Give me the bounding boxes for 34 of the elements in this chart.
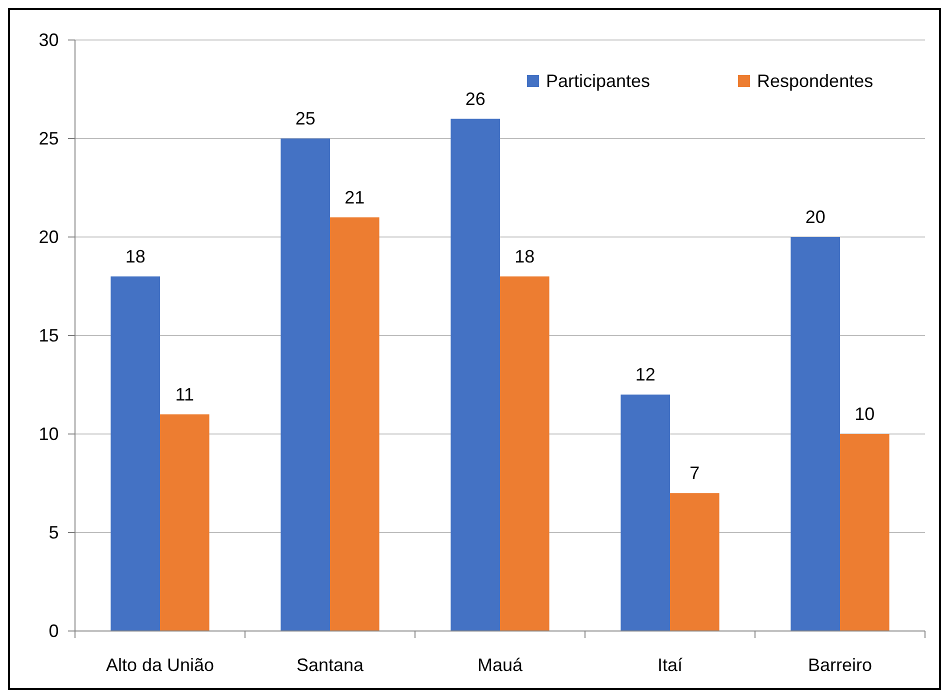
bar (840, 434, 890, 631)
bar (790, 237, 840, 631)
x-tick-label: Mauá (477, 655, 524, 675)
data-label: 18 (514, 246, 535, 266)
legend-label: Participantes (546, 71, 650, 91)
y-tick-label: 0 (48, 620, 59, 641)
data-label: 26 (465, 88, 486, 109)
legend-label: Respondentes (757, 71, 874, 91)
data-label: 20 (805, 207, 826, 227)
x-tick-label: Itaí (657, 655, 683, 675)
bar (330, 217, 380, 631)
y-tick-label: 30 (38, 30, 59, 50)
y-tick-label: 25 (38, 128, 59, 148)
bar (280, 138, 330, 631)
data-label: 12 (635, 364, 656, 385)
bar (620, 394, 670, 631)
bar (110, 276, 160, 631)
y-tick-label: 5 (48, 522, 59, 542)
x-tick-label: Santana (296, 655, 365, 675)
data-label: 10 (854, 404, 875, 424)
data-label: 11 (175, 384, 194, 404)
x-tick-label: Alto da União (106, 655, 214, 675)
y-tick-label: 15 (38, 325, 59, 346)
bar (500, 276, 550, 631)
y-tick-label: 20 (38, 226, 59, 247)
data-label: 21 (344, 187, 365, 208)
x-tick-label: Barreiro (808, 655, 872, 675)
bar (160, 414, 210, 631)
data-label: 18 (125, 246, 146, 266)
data-label: 25 (295, 108, 316, 128)
bar (670, 493, 720, 631)
data-label: 7 (690, 463, 700, 484)
bar (450, 118, 500, 631)
y-tick-label: 10 (38, 424, 59, 444)
